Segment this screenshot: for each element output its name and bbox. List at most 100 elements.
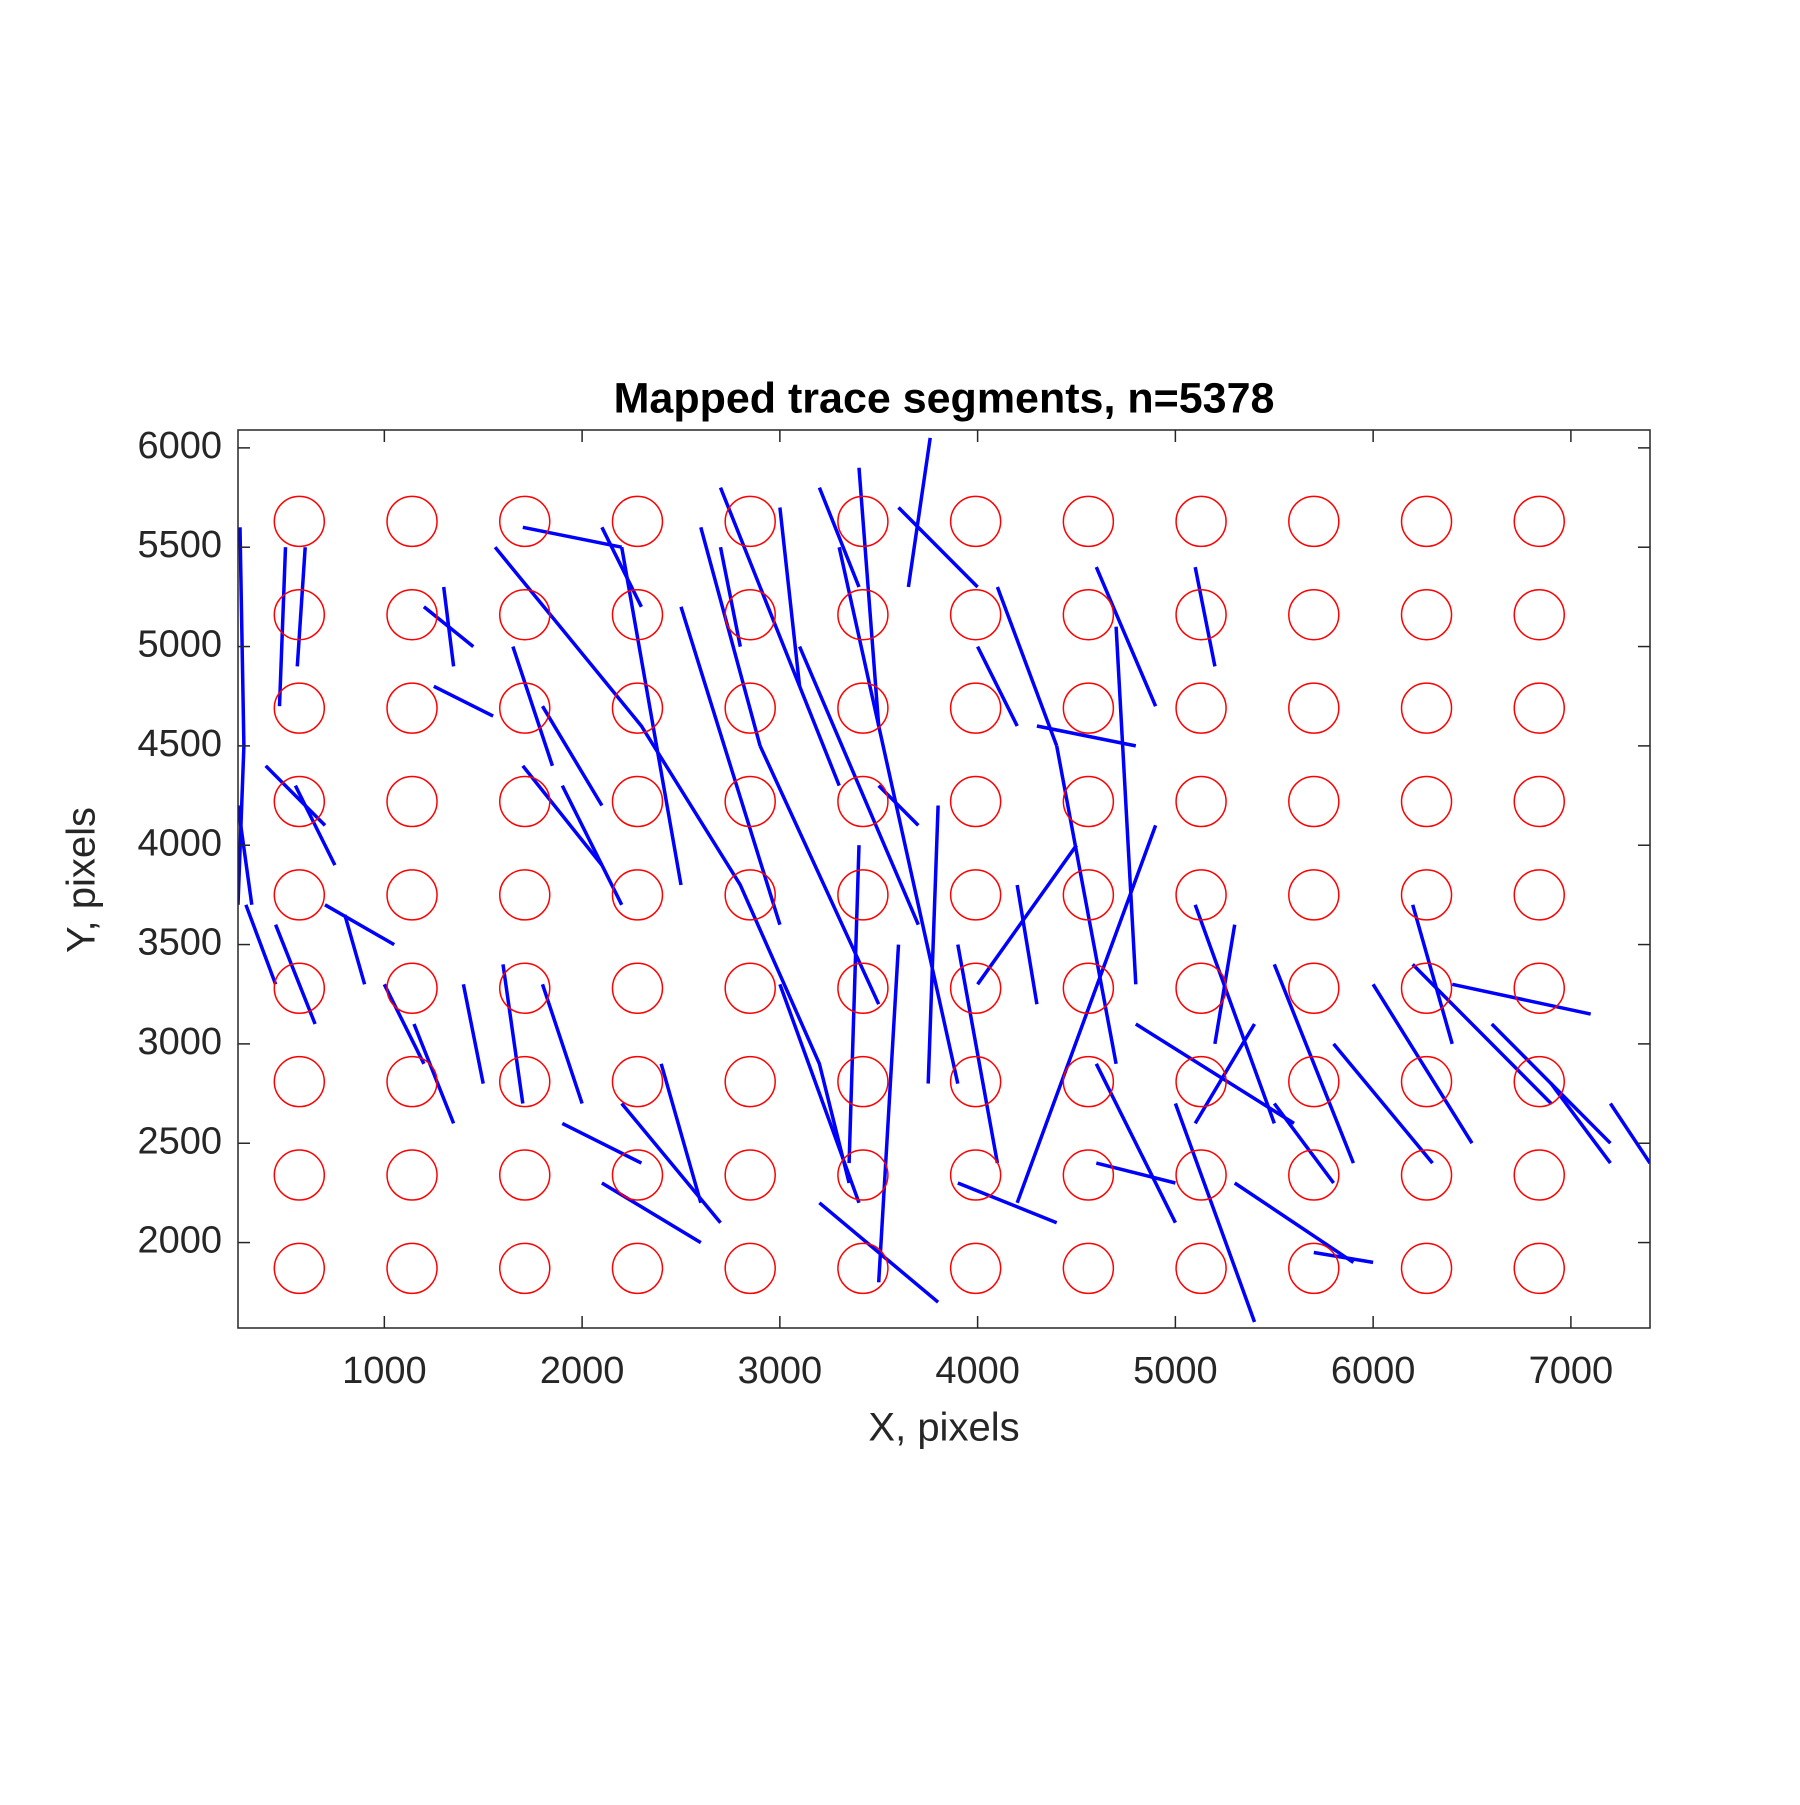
trace-segment xyxy=(1095,1161,1176,1185)
sample-circle xyxy=(386,869,438,921)
sample-circle xyxy=(499,775,551,828)
sample-circle xyxy=(724,1149,776,1201)
y-tick-label: 5500 xyxy=(137,524,222,566)
sample-circle xyxy=(1400,1149,1453,1201)
sample-circle xyxy=(1175,1149,1227,1201)
sample-circle xyxy=(1400,682,1453,734)
sample-circle xyxy=(837,589,889,641)
trace-segment xyxy=(264,764,327,827)
x-tick-label: 7000 xyxy=(1529,1350,1614,1392)
trace-segment xyxy=(1549,1082,1612,1165)
trace-segment xyxy=(1371,983,1474,1145)
sample-circle xyxy=(837,962,889,1015)
sample-circle xyxy=(1400,869,1453,921)
y-tick-label: 3000 xyxy=(137,1021,222,1063)
sample-circle xyxy=(386,682,438,734)
sample-circle xyxy=(273,495,326,548)
sample-circle xyxy=(1175,589,1227,641)
sample-circle xyxy=(1175,1055,1227,1108)
y-tick-label: 2500 xyxy=(137,1120,222,1162)
trace-segment xyxy=(837,546,960,1084)
sample-circle xyxy=(1175,962,1227,1015)
trace-segment xyxy=(244,904,278,985)
trace-segment xyxy=(1213,924,1237,1045)
trace-segment xyxy=(857,467,881,727)
trace-segment xyxy=(718,546,743,647)
trace-segment xyxy=(501,964,525,1104)
sample-circle xyxy=(1513,1055,1566,1108)
x-tick-label: 3000 xyxy=(738,1350,823,1392)
trace-segment xyxy=(540,983,584,1105)
trace-segment xyxy=(382,983,426,1065)
sample-circle xyxy=(1175,775,1227,828)
sample-circle xyxy=(1513,589,1566,641)
sample-circle xyxy=(611,962,664,1015)
sample-circle xyxy=(1288,962,1340,1015)
trace-segment xyxy=(778,983,861,1204)
sample-circle xyxy=(949,682,1002,734)
sample-circle xyxy=(273,1055,326,1108)
trace-segment xyxy=(957,1181,1058,1225)
sample-circle xyxy=(724,589,776,641)
sample-circle xyxy=(1288,589,1340,641)
trace-segment xyxy=(600,526,643,608)
sample-circle xyxy=(386,1242,438,1295)
trace-segment xyxy=(817,486,861,588)
sample-circle xyxy=(1062,1055,1115,1108)
sample-circle xyxy=(499,495,551,548)
sample-circle xyxy=(837,1149,889,1201)
sample-circle xyxy=(1288,682,1340,734)
sample-circle xyxy=(1288,869,1340,921)
trace-segment xyxy=(600,1181,702,1245)
trace-segment xyxy=(847,845,861,1164)
sample-circle xyxy=(1062,869,1115,921)
x-tick-label: 1000 xyxy=(342,1350,427,1392)
x-tick-label: 6000 xyxy=(1331,1350,1416,1392)
sample-circle xyxy=(1513,962,1566,1015)
trace-segment xyxy=(877,784,920,827)
sample-circle xyxy=(837,682,889,734)
sample-circle xyxy=(386,962,438,1015)
trace-segment xyxy=(273,924,317,1025)
trace-segment xyxy=(1332,1042,1434,1165)
sample-circle xyxy=(1175,495,1227,548)
sample-circle xyxy=(1513,775,1566,828)
sample-circle xyxy=(273,962,326,1015)
sample-circle xyxy=(386,1055,438,1108)
sample-circle xyxy=(724,1242,776,1295)
trace-segment xyxy=(522,525,623,549)
sample-circle xyxy=(1062,682,1115,734)
sample-circle xyxy=(949,1242,1002,1295)
sample-circle xyxy=(273,1149,326,1201)
trace-segment xyxy=(620,1102,722,1224)
sample-circle xyxy=(1062,775,1115,828)
trace-segment xyxy=(758,745,881,1005)
sample-circle xyxy=(1400,495,1453,548)
sample-circle xyxy=(386,589,438,641)
sample-circle xyxy=(386,495,438,548)
sample-circle xyxy=(386,1149,438,1201)
sample-circle xyxy=(499,1149,551,1201)
sample-circle xyxy=(724,495,776,548)
sample-circle xyxy=(1400,1242,1453,1295)
trace-segment xyxy=(293,784,337,866)
trace-segment xyxy=(521,764,604,867)
trace-segment xyxy=(1451,982,1592,1016)
sample-circle xyxy=(724,962,776,1015)
trace-segment xyxy=(778,507,802,687)
trace-segment xyxy=(493,546,851,1184)
x-tick-label: 4000 xyxy=(935,1350,1020,1392)
trace-segment xyxy=(1608,1102,1650,1165)
trace-segment xyxy=(1134,1022,1295,1125)
sample-circle xyxy=(1513,869,1566,921)
trace-segment xyxy=(561,1121,643,1165)
trace-segment xyxy=(433,684,494,718)
sample-circle xyxy=(837,1242,889,1295)
trace-segment xyxy=(560,784,624,906)
sample-circle xyxy=(273,869,326,921)
trace-segment xyxy=(897,506,979,589)
y-tick-label: 5000 xyxy=(137,624,222,666)
trace-segment xyxy=(511,646,555,767)
